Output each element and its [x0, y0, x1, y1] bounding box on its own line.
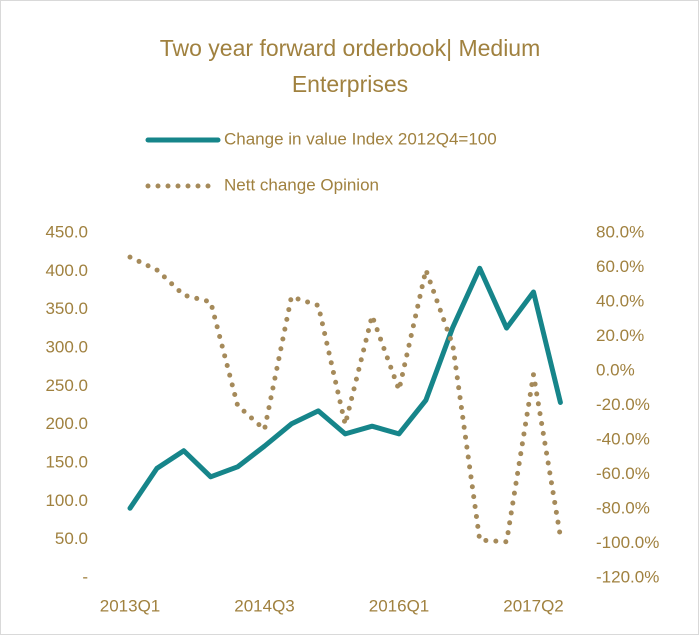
y2-tick-label: 0.0%: [596, 360, 635, 379]
y2-tick-label: -20.0%: [596, 395, 650, 414]
legend-label: Change in value Index 2012Q4=100: [224, 129, 497, 148]
y-tick-label: 300.0: [45, 337, 88, 356]
y-tick-label: 350.0: [45, 299, 88, 318]
x-tick-label: 2016Q1: [369, 596, 430, 615]
legend-label: Nett change Opinion: [224, 175, 379, 194]
y2-tick-label: -100.0%: [596, 533, 659, 552]
x-tick-label: 2013Q1: [100, 596, 161, 615]
y-tick-label: 150.0: [45, 452, 88, 471]
y-tick-label: 100.0: [45, 491, 88, 510]
x-tick-label: 2014Q3: [234, 596, 295, 615]
y2-tick-label: -120.0%: [596, 567, 659, 586]
x-tick-label: 2017Q2: [503, 596, 564, 615]
y2-tick-label: -60.0%: [596, 464, 650, 483]
y2-tick-label: 80.0%: [596, 222, 644, 241]
y2-tick-label: 20.0%: [596, 326, 644, 345]
chart-title: Two year forward orderbook| Medium: [160, 35, 541, 61]
y-tick-label: 50.0: [55, 529, 88, 548]
y-tick-label: 450.0: [45, 222, 88, 241]
y-tick-label: 200.0: [45, 414, 88, 433]
y-tick-label: 250.0: [45, 376, 88, 395]
y2-tick-label: 40.0%: [596, 291, 644, 310]
series-line: [127, 265, 563, 511]
y2-tick-label: -40.0%: [596, 429, 650, 448]
y2-tick-label: 60.0%: [596, 257, 644, 276]
y2-tick-label: -80.0%: [596, 498, 650, 517]
y-tick-label: -: [82, 567, 88, 586]
chart-title: Enterprises: [292, 71, 408, 97]
y-tick-label: 400.0: [45, 261, 88, 280]
